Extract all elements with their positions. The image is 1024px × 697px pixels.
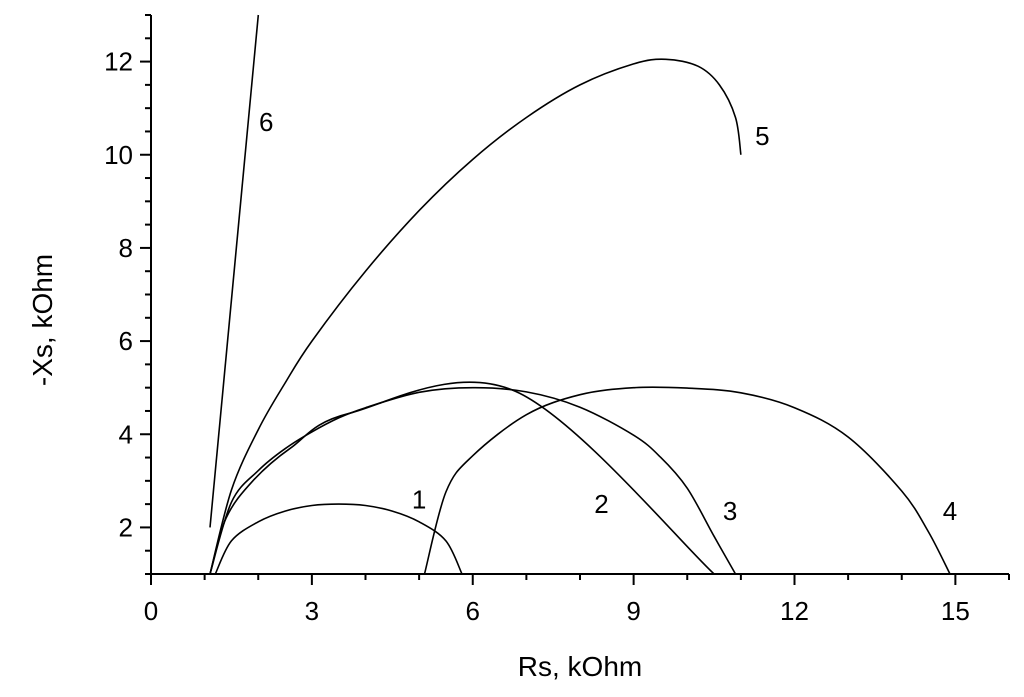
series-1-curve — [214, 503, 463, 575]
y-tick-label: 12 — [104, 47, 133, 77]
x-tick-label: 3 — [305, 596, 319, 626]
x-tick-label: 12 — [780, 596, 809, 626]
series-3-label: 3 — [723, 496, 737, 526]
series-5-curve — [209, 58, 742, 575]
y-axis: 2 4 6 8 10 12 — [104, 14, 152, 575]
series-6-curve — [209, 14, 260, 528]
series-1-label: 1 — [412, 484, 426, 514]
x-axis-label: Rs, kOhm — [518, 651, 642, 682]
y-tick-label: 4 — [119, 419, 133, 449]
y-tick-label: 2 — [119, 512, 133, 542]
y-tick-label: 10 — [104, 140, 133, 170]
series-6-label: 6 — [259, 107, 273, 137]
x-tick-label: 6 — [466, 596, 480, 626]
x-tick-label: 0 — [144, 596, 158, 626]
series-4-curve — [423, 386, 951, 575]
series-2-label: 2 — [594, 489, 608, 519]
x-tick-label: 15 — [941, 596, 970, 626]
series-5-label: 5 — [755, 121, 769, 151]
plot-area: 1 2 3 4 5 6 — [209, 14, 957, 575]
series-4-label: 4 — [943, 496, 957, 526]
y-tick-label: 6 — [119, 326, 133, 356]
series-3-curve — [209, 386, 737, 575]
y-axis-label: -Xs, kOhm — [27, 254, 58, 386]
x-axis: 0 3 6 9 12 15 — [144, 573, 1010, 626]
y-tick-label: 8 — [119, 233, 133, 263]
series-2-curve — [209, 381, 715, 575]
x-tick-label: 9 — [626, 596, 640, 626]
